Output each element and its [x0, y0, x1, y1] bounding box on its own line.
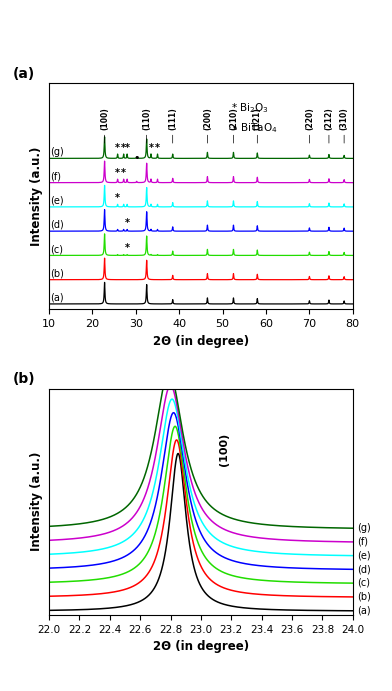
Text: (g): (g): [50, 147, 64, 157]
Text: (a): (a): [13, 66, 35, 81]
Text: (e): (e): [50, 196, 64, 205]
Text: * Bi$_2$O$_3$: * Bi$_2$O$_3$: [231, 101, 269, 115]
Text: (b): (b): [50, 268, 64, 278]
Text: (100): (100): [219, 433, 229, 466]
Y-axis label: Intensity (a.u.): Intensity (a.u.): [31, 146, 44, 246]
Text: (c): (c): [50, 244, 63, 254]
X-axis label: 2Θ (in degree): 2Θ (in degree): [153, 334, 249, 348]
Text: *: *: [155, 142, 160, 153]
Text: (121): (121): [253, 107, 262, 130]
Text: *: *: [125, 142, 130, 153]
Text: (111): (111): [168, 107, 177, 130]
Text: *: *: [115, 193, 120, 203]
Text: • BiTaO$_4$: • BiTaO$_4$: [231, 122, 278, 135]
Text: *: *: [125, 218, 130, 228]
Text: (f): (f): [50, 171, 61, 181]
Text: (e): (e): [358, 551, 371, 560]
Text: (d): (d): [358, 565, 371, 574]
Text: *: *: [121, 142, 126, 153]
Text: (d): (d): [50, 220, 64, 230]
Text: (100): (100): [100, 107, 109, 130]
Text: *: *: [149, 142, 154, 153]
Text: (g): (g): [358, 523, 371, 533]
Text: (a): (a): [50, 292, 64, 303]
Text: (212): (212): [325, 107, 334, 130]
Text: (210): (210): [229, 107, 238, 130]
Text: *: *: [121, 168, 126, 178]
Text: (c): (c): [358, 578, 370, 588]
Text: (310): (310): [339, 107, 348, 130]
Text: (b): (b): [358, 591, 371, 601]
X-axis label: 2Θ (in degree): 2Θ (in degree): [153, 641, 249, 653]
Text: (a): (a): [358, 605, 371, 615]
Y-axis label: Intensity (a.u.): Intensity (a.u.): [31, 452, 44, 551]
Text: (110): (110): [142, 107, 151, 130]
Text: *: *: [115, 168, 120, 178]
Text: (200): (200): [203, 107, 212, 130]
Text: *: *: [125, 243, 130, 253]
Text: (f): (f): [358, 537, 368, 547]
Text: (b): (b): [13, 372, 35, 386]
Text: •: •: [133, 153, 140, 163]
Text: *: *: [115, 142, 120, 153]
Text: (220): (220): [305, 107, 314, 130]
